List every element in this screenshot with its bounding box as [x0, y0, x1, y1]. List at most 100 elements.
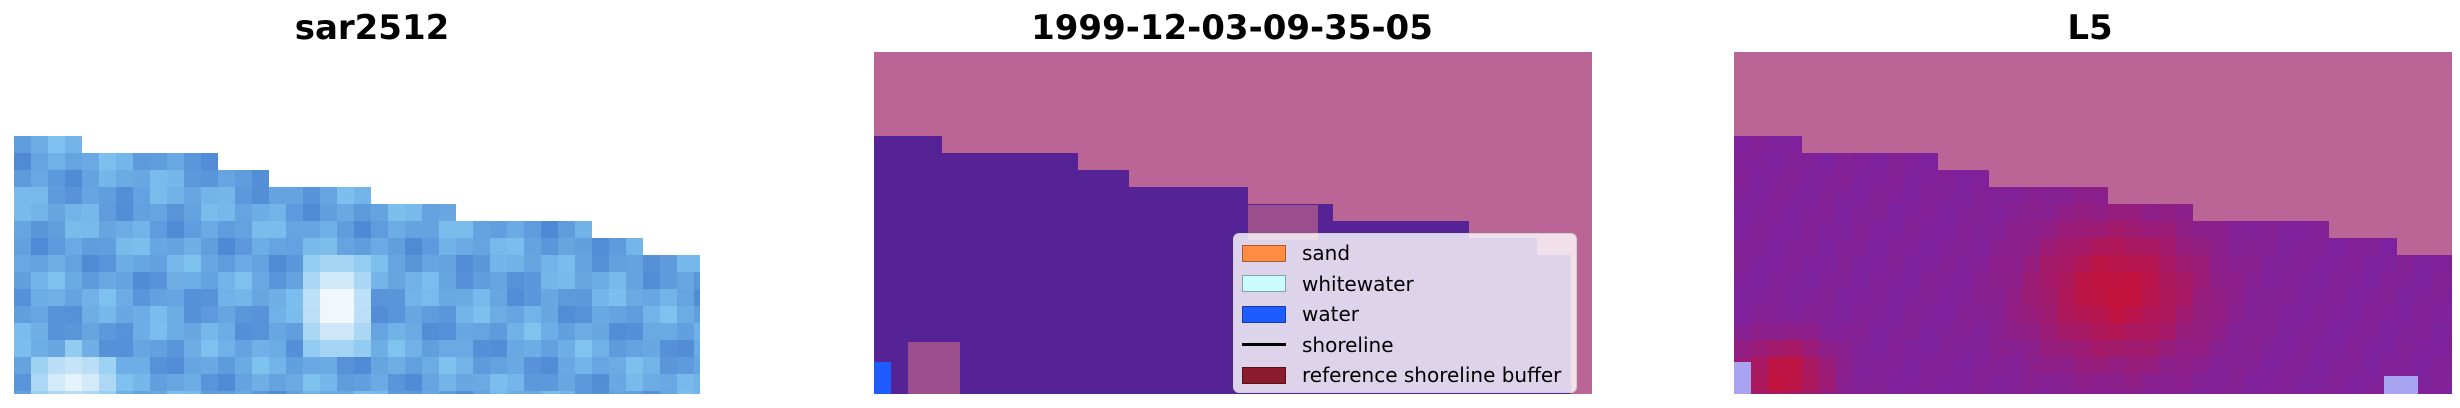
probability-pixel	[2193, 238, 2210, 255]
probability-pixel	[2363, 323, 2380, 340]
image-pixel	[14, 238, 31, 255]
probability-pixel	[2040, 340, 2057, 357]
probability-pixel	[2261, 391, 2278, 394]
image-pixel	[439, 272, 456, 289]
image-pixel	[14, 391, 31, 394]
image-pixel	[558, 357, 575, 374]
water-area	[976, 153, 993, 394]
image-pixel	[184, 204, 201, 221]
water-area	[874, 136, 891, 394]
probability-pixel	[2329, 272, 2346, 289]
probability-pixel	[2261, 357, 2278, 374]
image-pixel	[337, 306, 354, 323]
probability-pixel	[2159, 221, 2176, 238]
probability-pixel	[1938, 306, 1955, 323]
probability-pixel	[1938, 340, 1955, 357]
probability-pixel	[2210, 391, 2227, 394]
image-pixel	[150, 374, 167, 391]
image-pixel	[235, 272, 252, 289]
image-pixel	[490, 391, 507, 394]
probability-pixel	[2057, 340, 2074, 357]
probability-pixel	[2431, 391, 2448, 394]
image-pixel	[388, 272, 405, 289]
image-pixel	[558, 272, 575, 289]
image-pixel	[490, 238, 507, 255]
image-pixel	[422, 306, 439, 323]
probability-pixel	[1870, 170, 1887, 187]
probability-pixel	[2363, 306, 2380, 323]
panel-title-date: 1999-12-03-09-35-05	[1031, 8, 1433, 48]
probability-pixel	[2244, 340, 2261, 357]
image-pixel	[575, 391, 592, 394]
image-pixel	[269, 255, 286, 272]
image-pixel	[388, 374, 405, 391]
probability-pixel	[2074, 187, 2091, 204]
probability-pixel	[1751, 391, 1768, 394]
image-pixel	[82, 221, 99, 238]
probability-pixel	[2448, 272, 2452, 289]
image-pixel	[456, 340, 473, 357]
probability-pixel	[2074, 391, 2091, 394]
probability-pixel	[2023, 238, 2040, 255]
probability-pixel	[2125, 374, 2142, 391]
image-pixel	[269, 289, 286, 306]
image-pixel	[371, 289, 388, 306]
probability-pixel	[1819, 272, 1836, 289]
image-pixel	[48, 255, 65, 272]
image-pixel	[150, 289, 167, 306]
image-pixel	[31, 170, 48, 187]
probability-pixel	[1904, 306, 1921, 323]
image-pixel	[507, 238, 524, 255]
image-pixel	[65, 204, 82, 221]
image-pixel	[150, 272, 167, 289]
probability-pixel	[1819, 238, 1836, 255]
probability-pixel	[2159, 340, 2176, 357]
probability-pixel	[2176, 323, 2193, 340]
image-pixel	[99, 289, 116, 306]
image-pixel	[405, 391, 422, 394]
image-pixel	[167, 323, 184, 340]
image-pixel	[677, 272, 694, 289]
probability-pixel	[2210, 306, 2227, 323]
probability-pixel	[2159, 204, 2176, 221]
water-area	[1112, 170, 1129, 394]
image-pixel	[524, 340, 541, 357]
image-pixel	[337, 357, 354, 374]
image-pixel	[65, 136, 82, 153]
probability-pixel	[1768, 255, 1785, 272]
probability-pixel	[2023, 272, 2040, 289]
water-area	[959, 153, 976, 394]
probability-pixel	[1768, 170, 1785, 187]
probability-pixel	[1870, 306, 1887, 323]
image-pixel	[201, 306, 218, 323]
probability-pixel	[1853, 187, 1870, 204]
probability-pixel	[1887, 306, 1904, 323]
image-pixel	[286, 221, 303, 238]
image-pixel	[660, 357, 677, 374]
probability-pixel	[1904, 153, 1921, 170]
image-pixel	[456, 238, 473, 255]
image-pixel	[167, 238, 184, 255]
image-pixel	[473, 238, 490, 255]
probability-pixel	[1921, 153, 1938, 170]
probability-pixel	[2108, 391, 2125, 394]
probability-pixel	[1938, 374, 1955, 391]
image-pixel	[626, 340, 643, 357]
probability-pixel	[1921, 170, 1938, 187]
image-pixel	[541, 255, 558, 272]
image-pixel	[65, 272, 82, 289]
probability-pixel	[2125, 340, 2142, 357]
water-area	[942, 153, 959, 394]
probability-pixel	[2108, 238, 2125, 255]
image-pixel	[609, 306, 626, 323]
image-pixel	[456, 272, 473, 289]
image-pixel	[677, 391, 694, 394]
probability-pixel	[1819, 391, 1836, 394]
probability-pixel	[2227, 374, 2244, 391]
probability-pixel	[1768, 238, 1785, 255]
image-pixel	[507, 272, 524, 289]
probability-pixel	[1802, 272, 1819, 289]
probability-pixel	[1904, 374, 1921, 391]
probability-pixel	[2397, 255, 2414, 272]
probability-pixel	[2006, 204, 2023, 221]
